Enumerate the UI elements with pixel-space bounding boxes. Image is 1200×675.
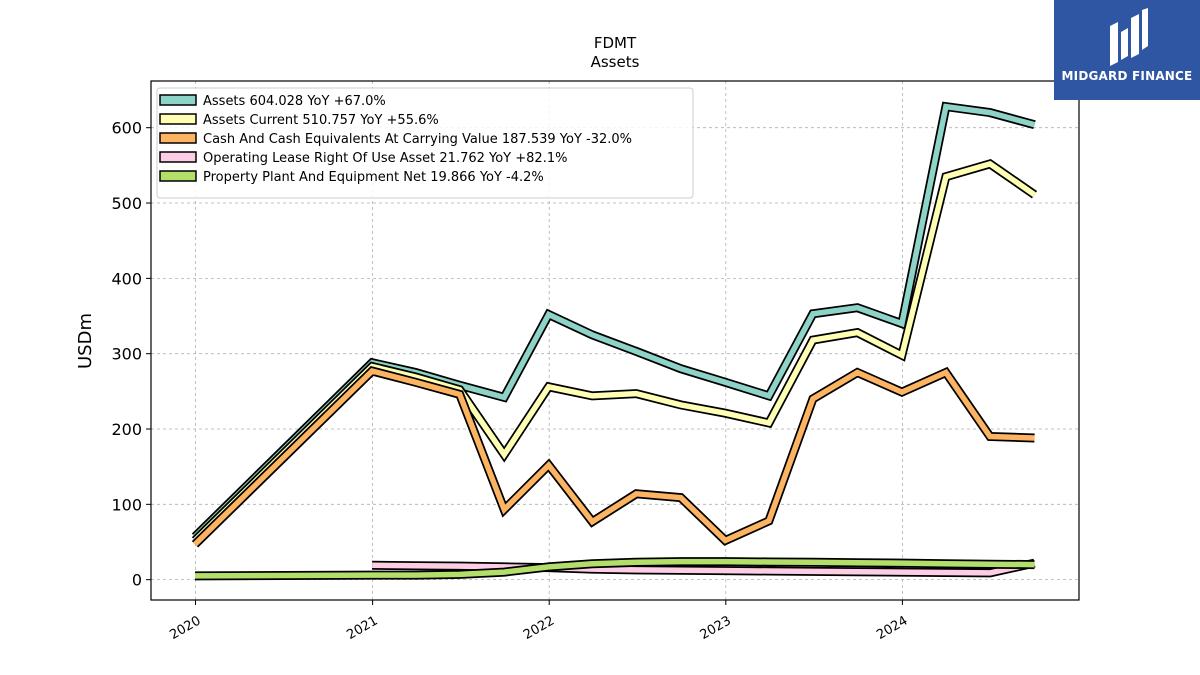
legend-label-1: Assets Current 510.757 YoY +55.6%	[203, 113, 439, 128]
y-tick-label: 0	[132, 571, 142, 590]
series-line-1	[193, 160, 1037, 543]
midgard-logo-icon	[1110, 8, 1148, 66]
legend-label-3: Operating Lease Right Of Use Asset 21.76…	[203, 151, 567, 166]
y-tick-label: 200	[111, 420, 142, 439]
y-axis-ticks: 0 100 200 300 400 500 600	[111, 119, 151, 590]
legend-box	[156, 87, 694, 199]
y-axis-label: USDm	[75, 313, 96, 369]
series-lines	[191, 101, 1038, 581]
x-axis-ticks: 2020 2021 2022 2023 2024	[167, 600, 910, 643]
series-outline-1	[191, 158, 1038, 544]
x-tick-label: 2021	[344, 613, 380, 643]
legend-label-4: Property Plant And Equipment Net 19.866 …	[203, 170, 544, 185]
legend-label-2: Cash And Cash Equivalents At Carrying Va…	[203, 132, 632, 147]
x-tick-label: 2023	[698, 613, 734, 643]
series-line-2	[193, 367, 1035, 547]
legend-swatch-2	[159, 132, 197, 144]
chart-title: FDMT	[594, 34, 637, 52]
y-tick-label: 300	[111, 345, 142, 364]
y-tick-label: 600	[111, 119, 142, 138]
x-tick-label: 2024	[874, 613, 910, 643]
legend-swatch-4	[159, 170, 197, 182]
x-tick-label: 2022	[521, 613, 557, 643]
legend-swatch-3	[159, 151, 197, 163]
brand-logo: MIDGARD FINANCE	[1054, 0, 1200, 100]
legend-label-0: Assets 604.028 YoY +67.0%	[203, 94, 386, 109]
chart-subtitle: Assets	[591, 53, 640, 71]
series-line-4	[194, 558, 1035, 579]
legend-swatch-1	[159, 113, 197, 125]
plot-area-frame	[150, 80, 1080, 601]
legend: Assets 604.028 YoY +67.0% Assets Current …	[156, 87, 694, 199]
x-tick-label: 2020	[167, 613, 203, 643]
y-tick-label: 500	[111, 194, 142, 213]
series-line-3	[372, 560, 1036, 576]
legend-swatch-0	[159, 94, 197, 106]
y-tick-label: 100	[111, 495, 142, 514]
brand-name: MIDGARD FINANCE	[1061, 69, 1193, 83]
y-tick-label: 400	[111, 269, 142, 288]
